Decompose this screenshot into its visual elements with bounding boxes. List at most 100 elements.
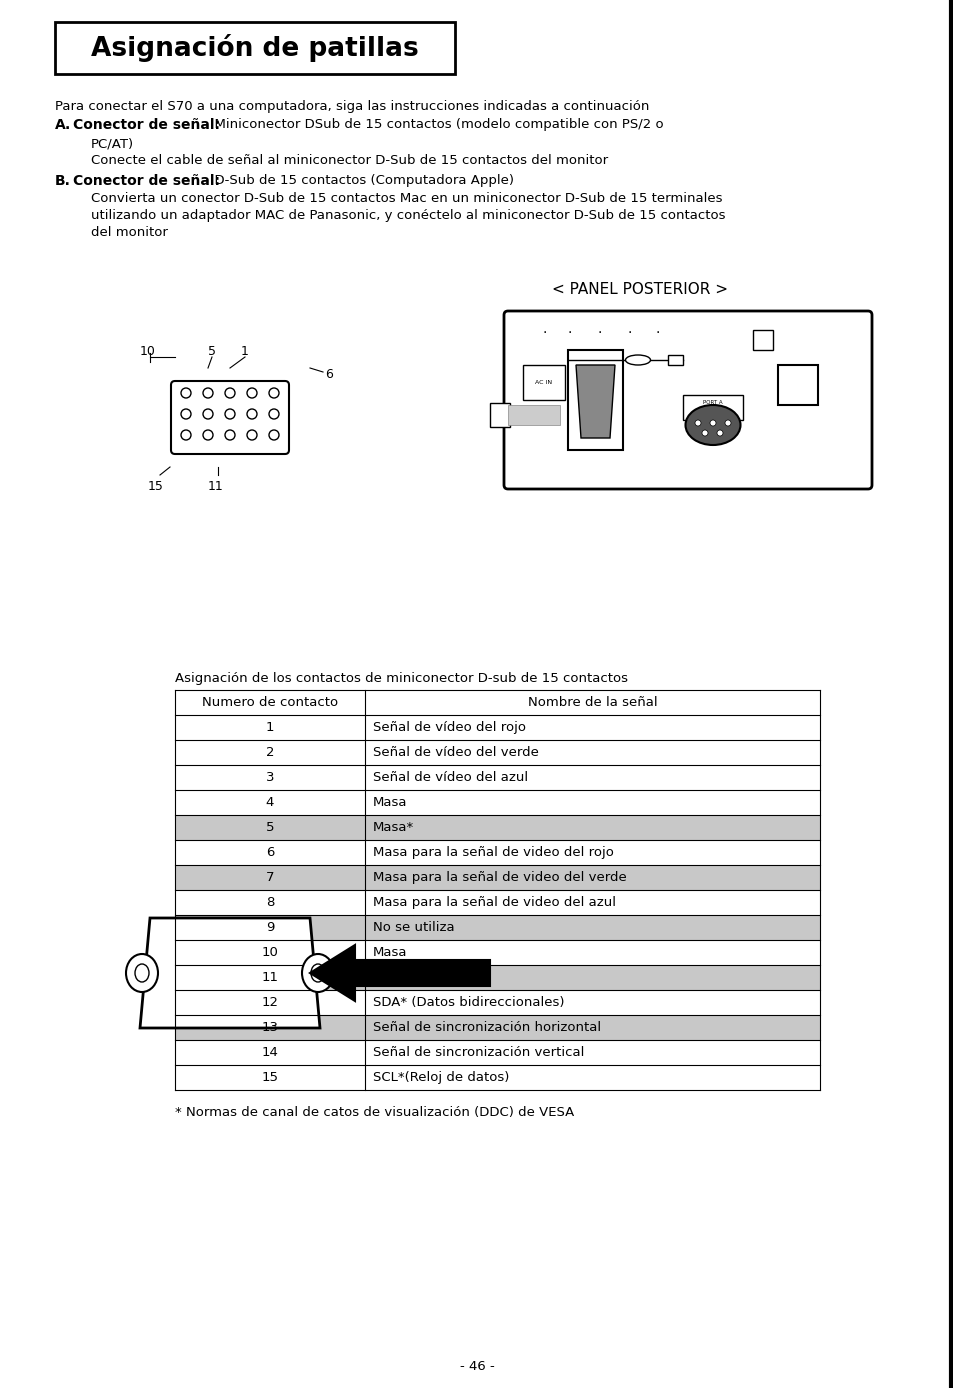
Text: 14: 14 — [261, 1047, 278, 1059]
Text: Conector de señal:: Conector de señal: — [73, 174, 220, 187]
Bar — [752, 330, 772, 350]
Text: SCL*(Reloj de datos): SCL*(Reloj de datos) — [373, 1072, 509, 1084]
Text: Convierta un conector D-Sub de 15 contactos Mac en un miniconector D-Sub de 15 t: Convierta un conector D-Sub de 15 contac… — [91, 192, 721, 205]
Text: 6: 6 — [266, 847, 274, 859]
Bar — [507, 405, 559, 425]
Text: 5: 5 — [266, 820, 274, 834]
Circle shape — [203, 430, 213, 440]
Text: ·: · — [567, 326, 572, 340]
Circle shape — [247, 409, 256, 419]
Polygon shape — [576, 365, 615, 439]
Text: Señal de sincronización vertical: Señal de sincronización vertical — [373, 1047, 584, 1059]
Polygon shape — [310, 945, 490, 1001]
Text: 11: 11 — [261, 972, 278, 984]
Text: Señal de sincronización horizontal: Señal de sincronización horizontal — [373, 1022, 600, 1034]
Text: A.: A. — [55, 118, 71, 132]
Text: 7: 7 — [266, 872, 274, 884]
Text: Masa para la señal de video del verde: Masa para la señal de video del verde — [373, 872, 626, 884]
Text: del monitor: del monitor — [91, 226, 168, 239]
Circle shape — [709, 421, 716, 426]
Text: Nombre de la señal: Nombre de la señal — [527, 695, 657, 709]
Text: AC IN: AC IN — [535, 380, 552, 386]
Ellipse shape — [302, 954, 334, 992]
Circle shape — [269, 430, 278, 440]
Ellipse shape — [625, 355, 650, 365]
Text: Numero de contacto: Numero de contacto — [202, 695, 337, 709]
Text: utilizando un adaptador MAC de Panasonic, y conéctelo al miniconector D-Sub de 1: utilizando un adaptador MAC de Panasonic… — [91, 210, 724, 222]
Text: 10: 10 — [140, 346, 155, 358]
Circle shape — [701, 430, 707, 436]
Circle shape — [269, 389, 278, 398]
Text: 9: 9 — [266, 922, 274, 934]
Circle shape — [717, 430, 722, 436]
Circle shape — [247, 430, 256, 440]
Bar — [522, 365, 564, 400]
Text: ·: · — [598, 326, 601, 340]
Text: Conecte el cable de señal al miniconector D-Sub de 15 contactos del monitor: Conecte el cable de señal al miniconecto… — [91, 154, 607, 167]
Bar — [778, 365, 817, 405]
Text: 6: 6 — [325, 368, 333, 380]
Text: Masa: Masa — [373, 947, 407, 959]
Bar — [490, 403, 510, 428]
Text: - 46 -: - 46 - — [459, 1360, 494, 1373]
Text: < PANEL POSTERIOR >: < PANEL POSTERIOR > — [552, 282, 727, 297]
Text: Señal de vídeo del azul: Señal de vídeo del azul — [373, 770, 528, 784]
Text: PORT A: PORT A — [702, 400, 722, 404]
Bar — [174, 965, 820, 990]
Bar — [667, 355, 682, 365]
Circle shape — [225, 389, 234, 398]
FancyBboxPatch shape — [171, 380, 289, 454]
Text: * Normas de canal de catos de visualización (DDC) de VESA: * Normas de canal de catos de visualizac… — [174, 1106, 574, 1119]
Ellipse shape — [311, 965, 325, 981]
Text: ·: · — [627, 326, 632, 340]
Circle shape — [203, 409, 213, 419]
Polygon shape — [140, 917, 319, 1029]
Text: Asignación de patillas: Asignación de patillas — [91, 33, 418, 62]
Text: 15: 15 — [148, 480, 164, 493]
FancyBboxPatch shape — [503, 311, 871, 489]
Text: Asignación de los contactos de miniconector D-sub de 15 contactos: Asignación de los contactos de miniconec… — [174, 672, 627, 686]
Text: ·: · — [655, 326, 659, 340]
Text: PC/AT): PC/AT) — [91, 137, 134, 150]
Text: Para conectar el S70 a una computadora, siga las instrucciones indicadas a conti: Para conectar el S70 a una computadora, … — [55, 100, 649, 112]
Circle shape — [695, 421, 700, 426]
Ellipse shape — [126, 954, 158, 992]
Text: Señal de vídeo del verde: Señal de vídeo del verde — [373, 745, 538, 759]
Text: Conector de señal:: Conector de señal: — [73, 118, 220, 132]
Circle shape — [181, 430, 191, 440]
Text: No se utiliza: No se utiliza — [373, 922, 455, 934]
Bar — [174, 1015, 820, 1040]
Circle shape — [203, 389, 213, 398]
Text: Masa*: Masa* — [373, 820, 414, 834]
Bar — [567, 350, 622, 450]
Bar — [682, 396, 742, 421]
Text: 15: 15 — [261, 1072, 278, 1084]
Bar — [174, 865, 820, 890]
Circle shape — [269, 409, 278, 419]
Text: 1: 1 — [266, 720, 274, 734]
Circle shape — [181, 409, 191, 419]
Bar — [174, 915, 820, 940]
Text: 13: 13 — [261, 1022, 278, 1034]
Text: 1: 1 — [241, 346, 249, 358]
Text: 4: 4 — [266, 795, 274, 809]
Text: Masa: Masa — [373, 795, 407, 809]
Circle shape — [225, 430, 234, 440]
Ellipse shape — [685, 405, 740, 446]
Text: 8: 8 — [266, 897, 274, 909]
Circle shape — [247, 389, 256, 398]
Circle shape — [724, 421, 730, 426]
Text: SDA* (Datos bidireccionales): SDA* (Datos bidireccionales) — [373, 997, 564, 1009]
Circle shape — [181, 389, 191, 398]
Ellipse shape — [135, 965, 149, 981]
Text: 11: 11 — [208, 480, 224, 493]
Bar — [174, 815, 820, 840]
Text: 10: 10 — [261, 947, 278, 959]
Text: 3: 3 — [266, 770, 274, 784]
Text: Miniconector DSub de 15 contactos (modelo compatible con PS/2 o: Miniconector DSub de 15 contactos (model… — [206, 118, 663, 130]
Text: 12: 12 — [261, 997, 278, 1009]
Text: Masa para la señal de video del azul: Masa para la señal de video del azul — [373, 897, 616, 909]
Text: ·: · — [542, 326, 547, 340]
Text: Masa: Masa — [373, 972, 407, 984]
Text: Señal de vídeo del rojo: Señal de vídeo del rojo — [373, 720, 525, 734]
